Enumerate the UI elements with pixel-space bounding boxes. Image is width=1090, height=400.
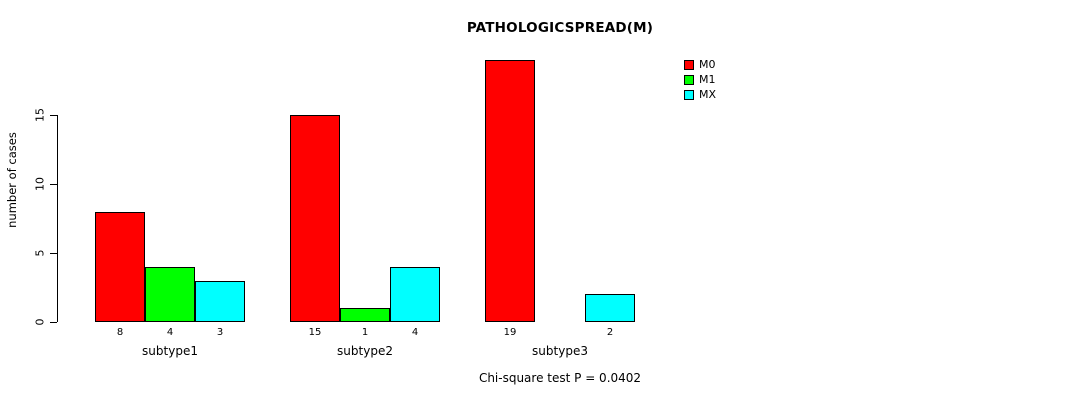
- y-axis-label: number of cases: [5, 132, 19, 228]
- y-tick-mark: [50, 184, 57, 185]
- x-category-label-2: subtype2: [337, 344, 393, 358]
- bar-m0-subtype2: [290, 115, 340, 322]
- bar-value-label: 2: [606, 327, 614, 338]
- legend-item-mx: MX: [684, 88, 716, 101]
- y-tick-label: 5: [33, 249, 47, 257]
- legend-label-m1: M1: [699, 73, 716, 86]
- bar-value-label: 8: [116, 327, 124, 338]
- bar-value-label: 4: [166, 327, 174, 338]
- bar-value-label: 3: [216, 327, 224, 338]
- y-tick-mark: [50, 115, 57, 116]
- y-tick-label: 15: [33, 108, 47, 122]
- bar-value-label: 4: [411, 327, 419, 338]
- y-tick-mark: [50, 253, 57, 254]
- bar-m0-subtype1: [95, 211, 145, 322]
- y-tick-label: 0: [33, 318, 47, 326]
- x-category-label-1: subtype1: [142, 344, 198, 358]
- x-category-label-3: subtype3: [532, 344, 588, 358]
- legend-label-m0: M0: [699, 58, 716, 71]
- chart-title: PATHOLOGICSPREAD(M): [466, 20, 654, 36]
- bar-mx-subtype3: [585, 294, 635, 322]
- bar-value-label: 15: [308, 327, 322, 338]
- bar-mx-subtype1: [195, 280, 245, 322]
- legend-label-mx: MX: [699, 88, 717, 101]
- legend-swatch-mx: [684, 89, 694, 100]
- annotation-text: Chi-square test P = 0.0402: [478, 371, 642, 385]
- bar-m1-subtype2: [340, 308, 390, 322]
- bar-value-label: 19: [503, 327, 517, 338]
- legend-item-m0: M0: [684, 58, 716, 71]
- bar-mx-subtype2: [390, 266, 440, 322]
- bar-m1-subtype1: [145, 266, 195, 322]
- legend-swatch-m1: [684, 74, 694, 85]
- legend-swatch-m0: [684, 59, 694, 70]
- bar-value-label: 1: [361, 327, 369, 338]
- y-tick-mark: [50, 322, 57, 323]
- legend-item-m1: M1: [684, 73, 716, 86]
- y-tick-label: 10: [33, 177, 47, 191]
- y-axis-line: [57, 115, 58, 322]
- bar-m0-subtype3: [485, 59, 535, 322]
- legend: M0 M1 MX: [684, 58, 716, 101]
